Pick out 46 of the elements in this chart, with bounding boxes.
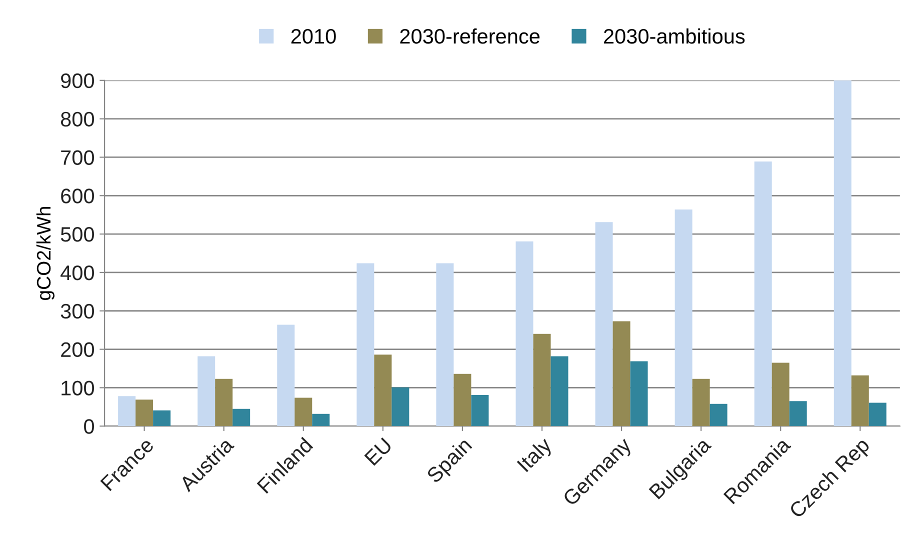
legend-label: 2030-ambitious (604, 28, 745, 44)
bar (471, 395, 489, 426)
legend-label: 2010 (291, 28, 336, 44)
bar (533, 334, 551, 426)
bar (118, 396, 136, 426)
x-tick-label: EU (364, 438, 393, 466)
bar (834, 80, 852, 426)
bar (136, 400, 154, 426)
y-tick-label: 0 (84, 419, 94, 434)
legend-label: 2030-reference (400, 28, 540, 44)
bar (550, 356, 568, 426)
bar (392, 387, 410, 426)
y-tick-label: 600 (61, 188, 94, 204)
bar (868, 402, 886, 426)
y-tick-label: 800 (60, 112, 94, 127)
bar (612, 321, 630, 426)
bar (436, 263, 454, 426)
y-tick-label: 900 (61, 73, 94, 88)
bar (630, 361, 648, 426)
y-tick-label: 500 (60, 227, 94, 242)
bar (454, 374, 472, 426)
bar (277, 324, 295, 426)
bar (153, 410, 171, 426)
bar (294, 398, 312, 426)
bar (789, 401, 807, 426)
y-tick-label: 700 (61, 150, 94, 165)
y-tick-label: 400 (60, 265, 94, 280)
bar (198, 356, 216, 426)
x-tick-label: Italy (516, 436, 556, 476)
bar (215, 378, 233, 426)
bar (772, 362, 790, 426)
bar (232, 408, 250, 426)
bar (710, 404, 728, 426)
bar (516, 241, 534, 426)
bar (674, 209, 692, 426)
y-tick-label: 200 (61, 342, 94, 358)
y-tick-label: 100 (62, 380, 94, 396)
bar (374, 354, 392, 426)
bar (595, 222, 613, 426)
bar (312, 414, 330, 426)
bar (851, 375, 869, 426)
y-tick-label: 300 (60, 304, 94, 319)
y-axis-title: gCO2/kWh (36, 206, 54, 300)
bar (754, 161, 772, 426)
bar (692, 378, 710, 426)
bar (356, 263, 374, 426)
